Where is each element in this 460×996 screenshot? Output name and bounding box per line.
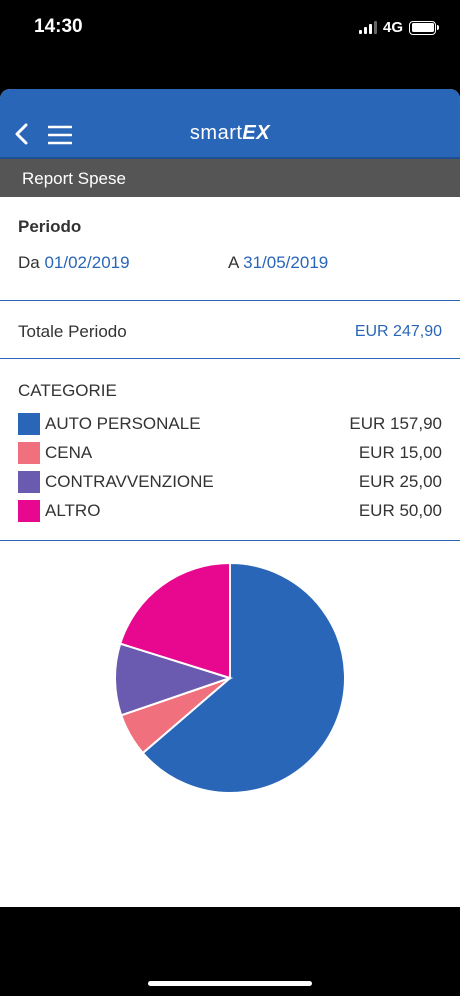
periodo-section: Periodo Da 01/02/2019 A 31/05/2019 [0, 197, 460, 301]
totale-amount: EUR 247,90 [354, 323, 442, 340]
category-amount: EUR 157,90 [349, 413, 442, 433]
app-header: smartEX [0, 89, 460, 159]
legend-swatch [18, 412, 40, 435]
signal-icon [358, 21, 377, 34]
home-indicator[interactable] [148, 981, 312, 986]
list-item: CENA EUR 15,00 [18, 438, 442, 467]
section-title: Report Spese [22, 169, 126, 188]
category-label: ALTRO [45, 500, 101, 520]
battery-icon [409, 20, 439, 35]
periodo-title: Periodo [18, 217, 82, 236]
section-title-bar: Report Spese [0, 159, 460, 197]
periodo-to: A 31/05/2019 [228, 253, 328, 273]
status-bar: 14:30 4G [0, 0, 460, 58]
pie-slice-auto-personale[interactable] [141, 561, 346, 794]
pie-slice-altro[interactable] [119, 561, 231, 680]
list-item: ALTRO EUR 50,00 [18, 496, 442, 525]
category-label: AUTO PERSONALE [45, 413, 201, 433]
periodo-from: Da 01/02/2019 [18, 253, 130, 273]
category-amount: EUR 50,00 [358, 500, 442, 520]
network-type: 4G [382, 19, 403, 36]
totale-row: Totale Periodo EUR 247,90 [0, 301, 460, 359]
category-label: CENA [45, 442, 93, 462]
status-time: 14:30 [34, 16, 83, 37]
list-item: CONTRAVVENZIONE EUR 25,00 [18, 467, 442, 496]
chart-area [0, 541, 460, 906]
legend-swatch [18, 499, 40, 522]
list-item: AUTO PERSONALE EUR 157,90 [18, 409, 442, 438]
category-amount: EUR 25,00 [358, 471, 442, 491]
hamburger-menu-icon[interactable] [48, 125, 72, 145]
pie-slice-contravvenzione[interactable] [114, 642, 234, 717]
chevron-left-icon[interactable] [12, 122, 34, 146]
totale-label: Totale Periodo [18, 322, 127, 341]
category-amount: EUR 15,00 [358, 442, 442, 462]
categorie-list: AUTO PERSONALE EUR 157,90 CENA EUR 15,00… [18, 409, 442, 525]
to-date[interactable]: 31/05/2019 [243, 253, 329, 272]
legend-swatch [18, 441, 40, 464]
app-logo: smartEX [189, 122, 271, 144]
to-label: A [228, 253, 239, 272]
app-screen: smartEX Report Spese Periodo Da 01/02/20… [0, 89, 460, 907]
from-date[interactable]: 01/02/2019 [44, 253, 130, 272]
legend-swatch [18, 470, 40, 493]
periodo-dates: Da 01/02/2019 A 31/05/2019 [18, 253, 442, 273]
status-indicators: 4G [358, 19, 439, 36]
pie-chart [114, 561, 346, 794]
categorie-title: CATEGORIE [18, 381, 117, 400]
from-label: Da [18, 253, 40, 272]
category-label: CONTRAVVENZIONE [45, 471, 214, 491]
categorie-section: CATEGORIE AUTO PERSONALE EUR 157,90 CENA… [0, 359, 460, 541]
